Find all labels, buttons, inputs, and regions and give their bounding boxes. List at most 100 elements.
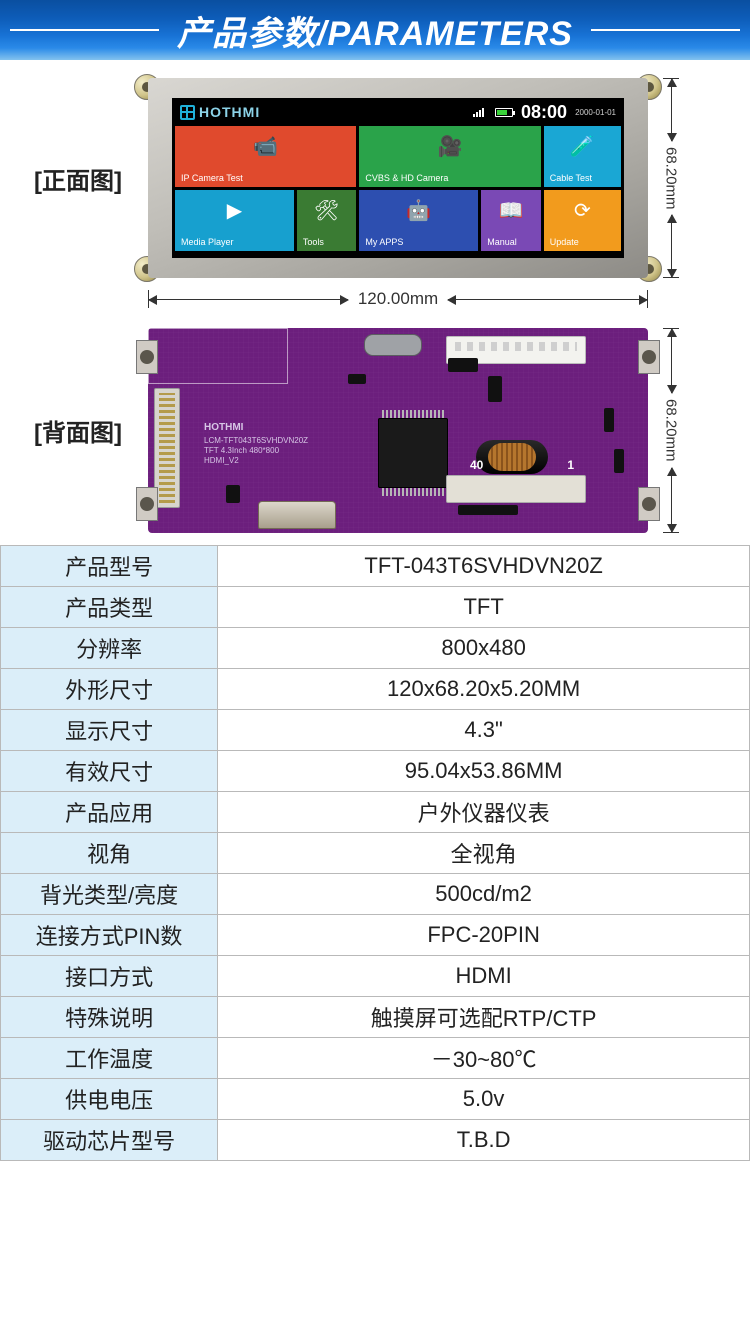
tile-grid: 📹IP Camera Test 🎥 CVBS & HD Camera 🧪Cable T… [172,126,624,254]
tile-ipcam-label: IP Camera Test [181,173,350,183]
table-row: 有效尺寸95.04x53.86MM [1,751,750,792]
product-views: [正面图] HOTHMI [0,60,750,533]
tile-manual: 📖 Manual [481,190,540,251]
table-row: 外形尺寸120x68.20x5.20MM [1,669,750,710]
front-screen: HOTHMI 08:00 2000-01-01 📹IP Camera Test 🎥… [172,98,624,258]
mcu-chip-icon [378,418,448,488]
pcb-silk-text: LCM-TFT043T6SVHDVN20Z TFT 4.3Inch 480*80… [204,436,308,466]
usb-c-icon [364,334,422,356]
spec-key: 特殊说明 [1,997,218,1038]
tile-update-label: Update [550,237,615,247]
spec-key: 工作温度 [1,1038,218,1079]
battery-icon [495,108,513,117]
page-header: 产品参数/PARAMETERS [0,0,750,60]
spec-table: 产品型号TFT-043T6SVHDVN20Z产品类型TFT分辨率800x480外… [0,545,750,1161]
tile-media-label: Media Player [181,237,288,247]
tile-apps-icon: 🤖 [406,198,431,223]
spec-key: 连接方式PIN数 [1,915,218,956]
smd-icon [604,408,614,432]
spec-key: 产品型号 [1,546,218,587]
date-text: 2000-01-01 [575,108,616,117]
back-view-row: [背面图] HOTHMI LCM-TFT043T6SVHDVN20Z TFT 4… [8,328,742,533]
table-row: 连接方式PIN数FPC-20PIN [1,915,750,956]
spec-key: 背光类型/亮度 [1,874,218,915]
spec-value: FPC-20PIN [218,915,750,956]
pin1-label: 1 [567,458,574,472]
smd-icon [448,358,478,372]
header-title: 产品参数/PARAMETERS [169,6,581,55]
tile-cvbs-label: CVBS & HD Camera [365,173,534,183]
spec-value: HDMI [218,956,750,997]
table-row: 视角全视角 [1,833,750,874]
spec-key: 有效尺寸 [1,751,218,792]
spec-value: TFT [218,587,750,628]
clock-text: 08:00 [521,102,567,123]
front-module: HOTHMI 08:00 2000-01-01 📹IP Camera Test 🎥… [148,78,648,278]
spec-value: 95.04x53.86MM [218,751,750,792]
height-dimension-back: 68.20mm [656,328,686,533]
tile-ipcam: 📹IP Camera Test [175,126,356,187]
brand-logo: HOTHMI [180,104,260,120]
header-rule-left [10,29,159,31]
front-caption: [正面图] [8,161,148,196]
table-row: 背光类型/亮度500cd/m2 [1,874,750,915]
tile-apps: 🤖My APPS [359,190,478,251]
table-row: 产品类型TFT [1,587,750,628]
status-bar: HOTHMI 08:00 2000-01-01 [172,98,624,126]
tile-media-icon: ▶ [227,198,242,223]
back-module: HOTHMI LCM-TFT043T6SVHDVN20Z TFT 4.3Inch… [148,328,648,533]
brand-logo-icon [180,105,195,120]
table-row: 供电电压5.0v [1,1079,750,1120]
spec-value: 5.0v [218,1079,750,1120]
brand-text: HOTHMI [199,104,260,120]
back-figure: HOTHMI LCM-TFT043T6SVHDVN20Z TFT 4.3Inch… [148,328,648,533]
spec-value: 触摸屏可选配RTP/CTP [218,997,750,1038]
hdmi-port-icon [258,501,336,529]
width-dimension: 120.00mm [148,284,648,314]
tile-cable: 🧪Cable Test [544,126,621,187]
table-row: 分辨率800x480 [1,628,750,669]
tile-manual-icon: 📖 [499,198,524,223]
spec-key: 产品类型 [1,587,218,628]
tile-tools: 🛠 Tools [297,190,356,251]
spec-value: T.B.D [218,1120,750,1161]
tile-tools-label: Tools [303,237,350,247]
pcb-board: HOTHMI LCM-TFT043T6SVHDVN20Z TFT 4.3Inch… [148,328,648,533]
spec-value: －30~80℃ [218,1038,750,1079]
spec-value: 120x68.20x5.20MM [218,669,750,710]
spec-value: 户外仪器仪表 [218,792,750,833]
smd-icon [226,485,240,503]
table-row: 接口方式HDMI [1,956,750,997]
spec-key: 产品应用 [1,792,218,833]
tile-media: ▶ Media Player [175,190,294,251]
height-dimension-label: 68.20mm [663,141,680,216]
signal-icon [473,107,487,117]
tile-manual-label: Manual [487,237,534,247]
mount-tab-icon [136,487,158,521]
spec-value: 500cd/m2 [218,874,750,915]
tile-cable-label: Cable Test [550,173,615,183]
smd-icon [614,449,624,473]
smd-icon [488,376,502,402]
mount-tab-icon [136,340,158,374]
front-figure: HOTHMI 08:00 2000-01-01 📹IP Camera Test 🎥… [148,78,648,278]
table-row: 工作温度－30~80℃ [1,1038,750,1079]
table-row: 显示尺寸4.3" [1,710,750,751]
spec-key: 驱动芯片型号 [1,1120,218,1161]
height-dimension-back-label: 68.20mm [663,393,680,468]
tile-tools-icon: 🛠 [314,198,339,223]
front-bezel: HOTHMI 08:00 2000-01-01 📹IP Camera Test 🎥… [148,78,648,278]
header-rule-right [591,29,740,31]
tile-update: ⟳Update [544,190,621,251]
table-row: 产品型号TFT-043T6SVHDVN20Z [1,546,750,587]
spec-key: 视角 [1,833,218,874]
spec-key: 接口方式 [1,956,218,997]
spec-value: TFT-043T6SVHDVN20Z [218,546,750,587]
pin40-label: 40 [470,458,483,472]
tile-cvbs-icon: 🎥 [438,134,463,159]
table-row: 产品应用户外仪器仪表 [1,792,750,833]
table-row: 驱动芯片型号T.B.D [1,1120,750,1161]
spec-value: 4.3" [218,710,750,751]
width-dimension-label: 120.00mm [348,289,448,309]
height-dimension: 68.20mm [656,78,686,278]
